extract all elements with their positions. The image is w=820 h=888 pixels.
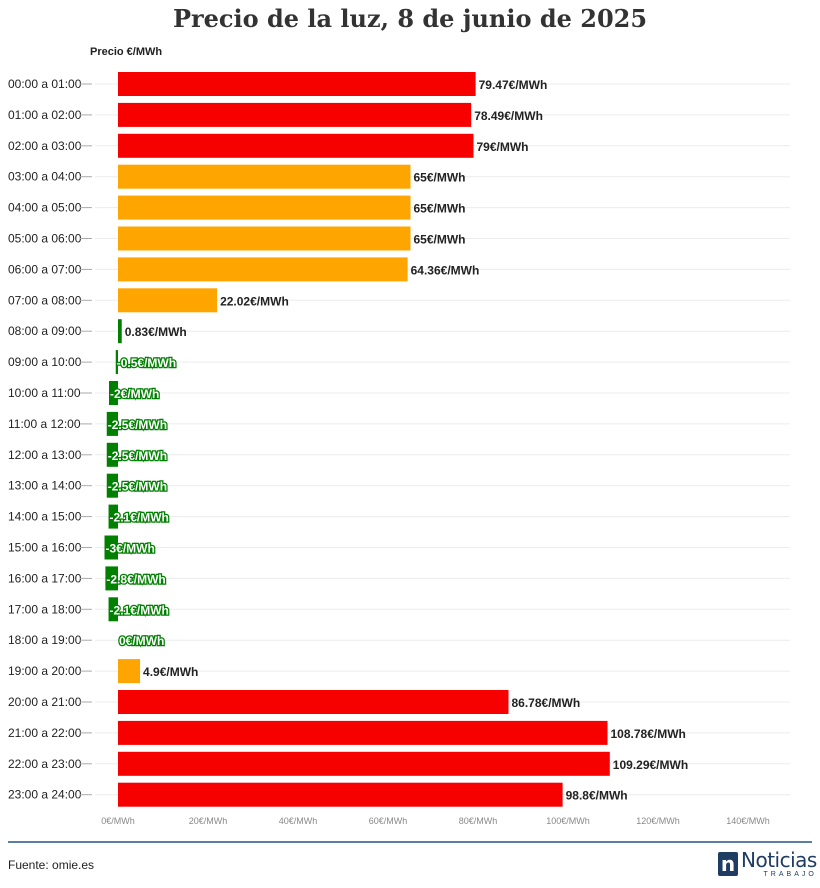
value-label: 22.02€/MWh [220, 294, 289, 308]
x-tick-label: 120€/MWh [636, 816, 680, 826]
bar [118, 164, 411, 189]
bar [118, 226, 411, 251]
x-tick-label: 20€/MWh [189, 816, 228, 826]
x-tick-label: 0€/MWh [101, 816, 135, 826]
bar [118, 195, 411, 220]
bar [105, 566, 118, 591]
bar [115, 350, 118, 375]
bar [118, 659, 141, 684]
category-label: 08:00 a 09:00 [8, 324, 82, 338]
category-label: 16:00 a 17:00 [8, 571, 82, 585]
source-credit: Fuente: omie.es [8, 858, 95, 872]
bar [118, 72, 476, 96]
category-label: 03:00 a 04:00 [8, 170, 82, 184]
logo-sub-text: TRABAJO [763, 871, 817, 878]
category-label: 20:00 a 21:00 [8, 695, 82, 709]
noticias-trabajo-logo: n Noticias TRABAJO [718, 850, 817, 878]
value-label: -2.5€/MWh [108, 418, 167, 432]
bar [106, 411, 118, 436]
bar [118, 102, 472, 127]
category-label: 01:00 a 02:00 [8, 108, 82, 122]
value-label: 64.36€/MWh [411, 263, 480, 277]
value-label: -2€/MWh [110, 387, 159, 401]
bar [109, 381, 118, 405]
category-label: 09:00 a 10:00 [8, 355, 82, 369]
value-label: 65€/MWh [414, 233, 466, 247]
bar-chart: 0€/MWh 20€/MWh 40€/MWh 60€/MWh 80€/MWh 100€/M… [8, 72, 790, 826]
x-tick-label: 40€/MWh [279, 816, 318, 826]
bar [118, 319, 122, 344]
logo-text: Noticias TRABAJO [741, 850, 817, 878]
bar [118, 720, 608, 745]
bar [106, 442, 118, 467]
bar [118, 690, 509, 714]
value-label: 0.83€/MWh [125, 325, 187, 339]
bar [108, 597, 118, 622]
x-tick-label: 100€/MWh [546, 816, 590, 826]
category-label: 22:00 a 23:00 [8, 757, 82, 771]
category-label: 05:00 a 06:00 [8, 232, 82, 246]
value-label: 79€/MWh [477, 140, 529, 154]
category-label: 19:00 a 20:00 [8, 664, 82, 678]
category-label: 15:00 a 16:00 [8, 541, 82, 555]
value-label: 109.29€/MWh [613, 758, 688, 772]
category-label: 18:00 a 19:00 [8, 633, 82, 647]
value-label: -2.1€/MWh [110, 511, 169, 525]
category-label: 11:00 a 12:00 [8, 417, 81, 431]
axis-caption: Precio €/MWh [90, 46, 163, 58]
value-label: 79.47€/MWh [479, 78, 548, 92]
value-label: 98.8€/MWh [566, 789, 628, 803]
category-label: 02:00 a 03:00 [8, 139, 82, 153]
category-label: 07:00 a 08:00 [8, 293, 82, 307]
bar [118, 288, 218, 313]
value-label: 65€/MWh [414, 171, 466, 185]
category-label: 06:00 a 07:00 [8, 262, 82, 276]
category-label: 21:00 a 22:00 [8, 726, 82, 740]
bar [106, 473, 118, 498]
x-tick-label: 140€/MWh [726, 816, 770, 826]
x-tick-label: 60€/MWh [369, 816, 408, 826]
value-label: 86.78€/MWh [512, 696, 581, 710]
bar [118, 133, 474, 158]
bar [108, 504, 118, 529]
value-label: -2.1€/MWh [110, 603, 169, 617]
value-label: 0€/MWh [119, 634, 164, 648]
bar [104, 535, 118, 560]
category-label: 17:00 a 18:00 [8, 602, 82, 616]
bar [118, 751, 610, 776]
category-label: 00:00 a 01:00 [8, 77, 82, 91]
bar [118, 257, 408, 282]
value-label: -2.5€/MWh [108, 480, 167, 494]
logo-main-text: Noticias [741, 848, 817, 872]
chart-title: Precio de la luz, 8 de junio de 2025 [172, 4, 648, 33]
value-label: 78.49€/MWh [474, 109, 543, 123]
category-label: 04:00 a 05:00 [8, 201, 82, 215]
value-label: 108.78€/MWh [611, 727, 686, 741]
value-label: -2.8€/MWh [106, 572, 165, 586]
bar [118, 782, 563, 807]
value-label: -0.5€/MWh [117, 356, 176, 370]
category-label: 12:00 a 13:00 [8, 448, 82, 462]
value-label: 65€/MWh [414, 202, 466, 216]
category-label: 10:00 a 11:00 [8, 386, 81, 400]
category-label: 14:00 a 15:00 [8, 510, 82, 524]
value-label: -3€/MWh [106, 542, 155, 556]
value-label: 4.9€/MWh [143, 665, 198, 679]
category-label: 23:00 a 24:00 [8, 788, 82, 802]
footer-divider [8, 841, 812, 843]
value-label: -2.5€/MWh [108, 449, 167, 463]
category-label: 13:00 a 14:00 [8, 479, 82, 493]
x-tick-label: 80€/MWh [459, 816, 498, 826]
logo-mark-icon: n [718, 852, 738, 876]
